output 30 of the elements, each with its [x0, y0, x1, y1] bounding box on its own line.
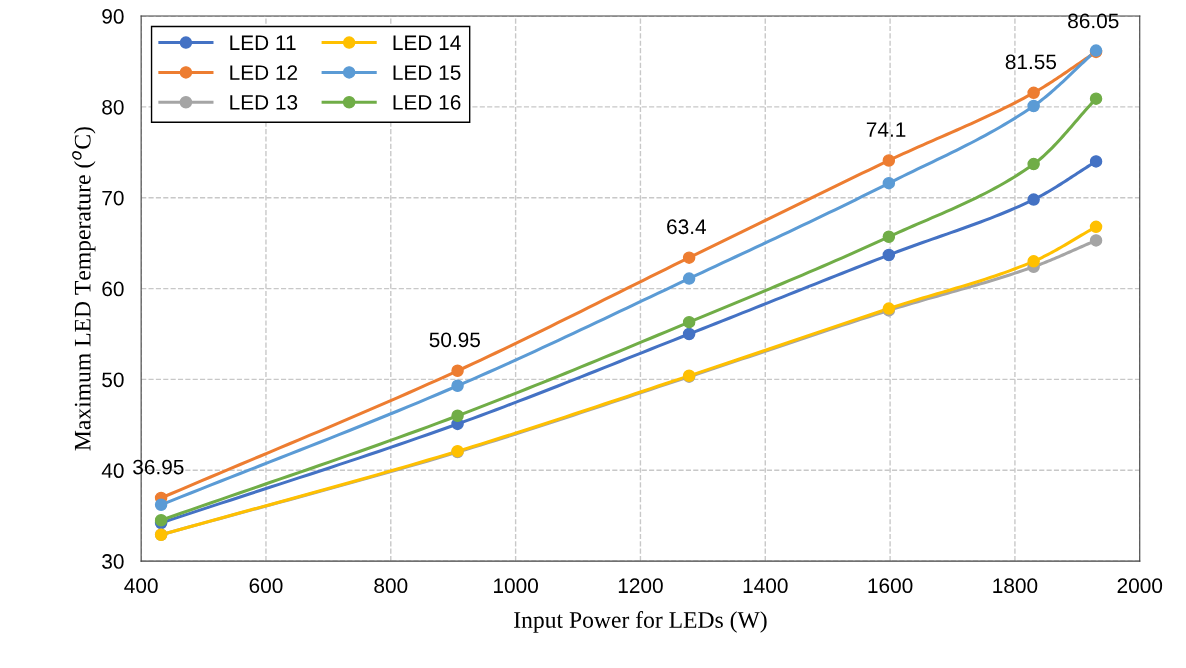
- x-tick-label: 2000: [1117, 578, 1163, 594]
- x-axis-title: Input Power for LEDs (W): [514, 611, 767, 633]
- y-tick-label: 60: [102, 281, 124, 297]
- x-tick-label: 1800: [993, 578, 1038, 594]
- y-axis-title: Maximum LED Temperature ($^{o}$C): [72, 127, 96, 451]
- legend-label: LED 16: [393, 95, 461, 110]
- y-tick-label: 80: [102, 99, 124, 115]
- x-tick-label: 800: [374, 578, 408, 594]
- x-tick-label: 400: [124, 578, 158, 594]
- x-tick-label: 1000: [494, 578, 538, 594]
- x-tick-label: 1200: [618, 578, 663, 594]
- y-tick-label: 90: [102, 9, 124, 24]
- data-label: 63.4: [667, 219, 707, 235]
- data-label: 81.55: [1005, 54, 1057, 70]
- y-tick-label: 40: [101, 463, 124, 479]
- data-label: 74.1: [866, 122, 906, 137]
- y-tick-label: 30: [102, 554, 124, 569]
- legend-label: LED 11: [230, 35, 296, 50]
- legend-label: LED 13: [230, 95, 298, 110]
- legend-label: LED 12: [230, 65, 298, 80]
- data-label: 86.05: [1068, 13, 1119, 29]
- y-tick-label: 50: [102, 372, 124, 388]
- data-label: 36.95: [133, 459, 184, 475]
- data-label: 50.95: [429, 332, 480, 348]
- legend-label: LED 14: [393, 35, 461, 50]
- x-tick-label: 600: [249, 578, 283, 594]
- x-tick-label: 1600: [868, 578, 913, 594]
- y-tick-label: 70: [102, 190, 124, 206]
- legend-label: LED 15: [393, 65, 461, 80]
- x-tick-label: 1400: [743, 578, 788, 594]
